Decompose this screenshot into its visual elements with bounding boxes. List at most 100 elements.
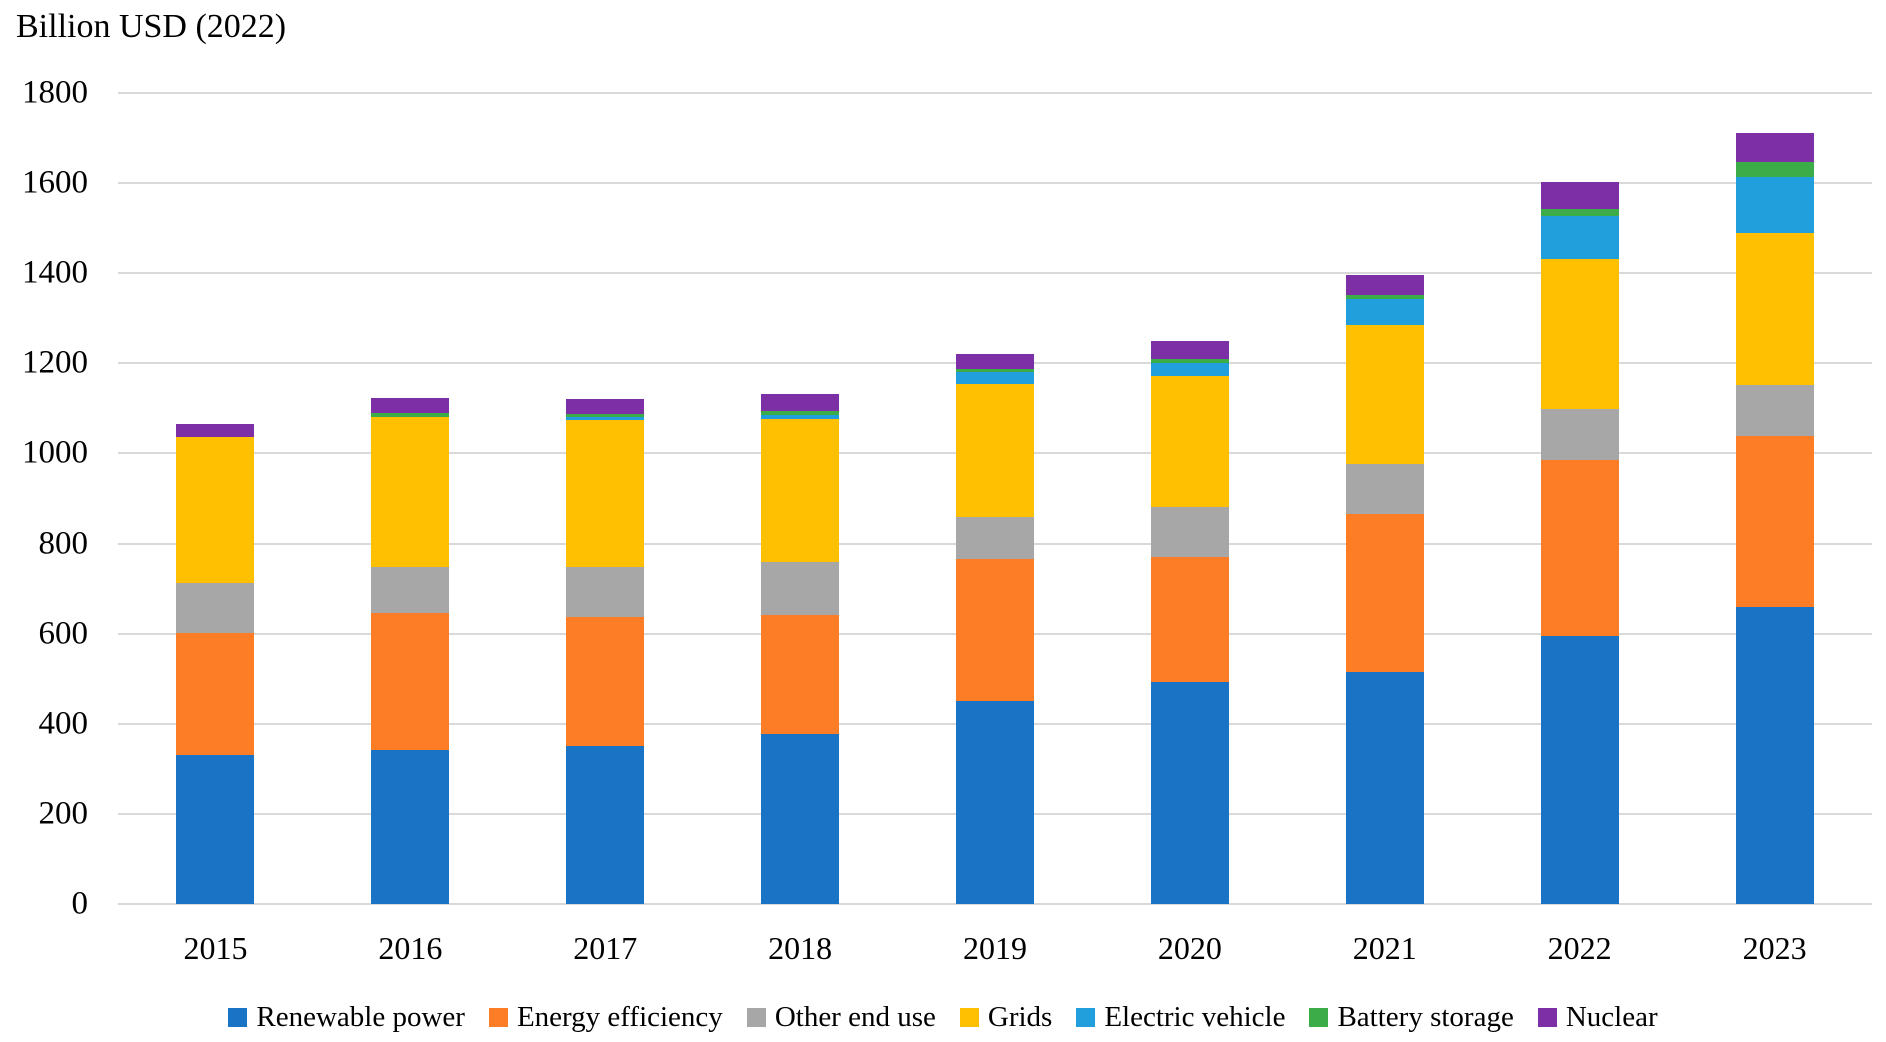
segment-2015-renewable-power [176, 754, 255, 904]
segment-2016-grids [371, 416, 450, 568]
y-tick-label-1800: 1800 [22, 74, 88, 111]
legend-swatch-nuclear [1537, 1007, 1557, 1027]
y-tick-label-200: 200 [38, 795, 89, 832]
segment-2018-renewable-power [761, 734, 840, 904]
segment-2021-renewable-power [1345, 671, 1424, 904]
segment-2022-energy-efficiency [1540, 460, 1619, 636]
bar-cell-2021 [1287, 93, 1482, 904]
gridline-1400 [118, 272, 1872, 275]
gridline-1800 [118, 92, 1872, 94]
legend: Renewable power Energy efficiency Other en… [0, 1000, 1886, 1035]
bar-cell-2019 [898, 93, 1093, 904]
bars-row [118, 93, 1872, 904]
legend-swatch-renewable-power [228, 1007, 248, 1027]
segment-2022-electric-vehicle [1540, 216, 1619, 259]
legend-item-energy-efficiency: Energy efficiency [488, 1000, 723, 1035]
segment-2018-energy-efficiency [761, 615, 840, 735]
segment-2020-battery-storage [1150, 359, 1229, 364]
segment-2022-grids [1540, 258, 1619, 409]
segment-2015-other-end-use [176, 582, 255, 634]
segment-2021-other-end-use [1345, 463, 1424, 515]
bar-cell-2017 [508, 93, 703, 904]
segment-2016-nuclear [371, 398, 450, 414]
segment-2020-energy-efficiency [1150, 556, 1229, 682]
segment-2018-grids [761, 419, 840, 562]
segment-2022-nuclear [1540, 181, 1619, 209]
segment-2023-energy-efficiency [1735, 436, 1814, 607]
segment-2016-energy-efficiency [371, 612, 450, 751]
bar-2022 [1540, 181, 1619, 904]
legend-label-renewable-power: Renewable power [256, 1001, 465, 1033]
x-tick-label-2015: 2015 [183, 930, 248, 966]
legend-item-battery-storage: Battery storage [1309, 1000, 1514, 1035]
x-tick-label-2016: 2016 [378, 930, 443, 966]
segment-2022-other-end-use [1540, 408, 1619, 461]
segment-2020-renewable-power [1150, 681, 1229, 904]
gridline-1600 [118, 182, 1872, 185]
segment-2022-battery-storage [1540, 208, 1619, 217]
segment-2022-renewable-power [1540, 635, 1619, 904]
bar-cell-2023 [1677, 93, 1872, 904]
x-tick-label-2022: 2022 [1547, 930, 1612, 966]
segment-2021-electric-vehicle [1345, 299, 1424, 326]
segment-2017-battery-storage [566, 414, 645, 418]
segment-2016-battery-storage [371, 413, 450, 417]
x-tick-label-2023: 2023 [1742, 930, 1807, 966]
segment-2016-other-end-use [371, 567, 450, 613]
y-tick-label-1200: 1200 [22, 344, 88, 381]
bar-cell-2022 [1482, 93, 1677, 904]
y-tick-label-0: 0 [71, 885, 89, 922]
legend-swatch-energy-efficiency [488, 1007, 508, 1027]
bar-2016 [371, 398, 450, 904]
bar-2017 [566, 399, 645, 904]
legend-label-other-end-use: Other end use [774, 1001, 936, 1033]
bar-2020 [1150, 340, 1229, 904]
y-tick-label-1600: 1600 [22, 164, 88, 201]
segment-2018-other-end-use [761, 561, 840, 616]
legend-item-renewable-power: Renewable power [228, 1000, 465, 1035]
bar-2021 [1345, 275, 1424, 904]
segment-2021-battery-storage [1345, 295, 1424, 300]
legend-item-electric-vehicle: Electric vehicle [1076, 1000, 1285, 1035]
segment-2018-battery-storage [761, 411, 840, 416]
legend-item-nuclear: Nuclear [1537, 1000, 1658, 1035]
bar-2019 [956, 353, 1034, 904]
legend-label-battery-storage: Battery storage [1337, 1001, 1514, 1033]
segment-2017-renewable-power [566, 746, 645, 904]
legend-swatch-grids [959, 1007, 979, 1027]
bar-cell-2016 [313, 93, 508, 904]
legend-item-grids: Grids [959, 1000, 1052, 1035]
y-tick-label-800: 800 [38, 525, 89, 562]
segment-2023-battery-storage [1735, 161, 1814, 178]
segment-2020-electric-vehicle [1150, 363, 1229, 376]
segment-2020-other-end-use [1150, 507, 1229, 557]
chart-title: Billion USD (2022) [16, 8, 287, 45]
segment-2021-grids [1345, 325, 1424, 464]
segment-2020-grids [1150, 375, 1229, 508]
segment-2019-nuclear [956, 353, 1034, 370]
segment-2015-energy-efficiency [176, 633, 255, 755]
segment-2021-energy-efficiency [1345, 514, 1424, 672]
y-axis: 0 200 400 600 800 1000 1200 1400 1600 1800 [0, 76, 89, 920]
legend-label-energy-efficiency: Energy efficiency [516, 1001, 723, 1033]
segment-2015-grids [176, 437, 255, 583]
segment-2023-other-end-use [1735, 384, 1814, 437]
y-tick-label-1000: 1000 [22, 434, 88, 471]
segment-2020-nuclear [1150, 340, 1229, 360]
segment-2019-electric-vehicle [956, 372, 1034, 385]
segment-2019-battery-storage [956, 369, 1034, 373]
segment-2019-other-end-use [956, 516, 1034, 560]
segment-2017-grids [566, 420, 645, 568]
bar-cell-2018 [703, 93, 898, 904]
segment-2023-renewable-power [1735, 606, 1814, 904]
segment-2016-renewable-power [371, 750, 450, 904]
bar-2023 [1735, 133, 1814, 904]
segment-2018-nuclear [761, 393, 840, 412]
bar-2015 [176, 423, 255, 904]
segment-2017-nuclear [566, 399, 645, 415]
plot-area [118, 92, 1872, 905]
x-tick-label-2017: 2017 [573, 930, 638, 966]
y-tick-label-600: 600 [38, 615, 89, 652]
x-tick-label-2021: 2021 [1352, 930, 1417, 966]
legend-item-other-end-use: Other end use [746, 1000, 936, 1035]
